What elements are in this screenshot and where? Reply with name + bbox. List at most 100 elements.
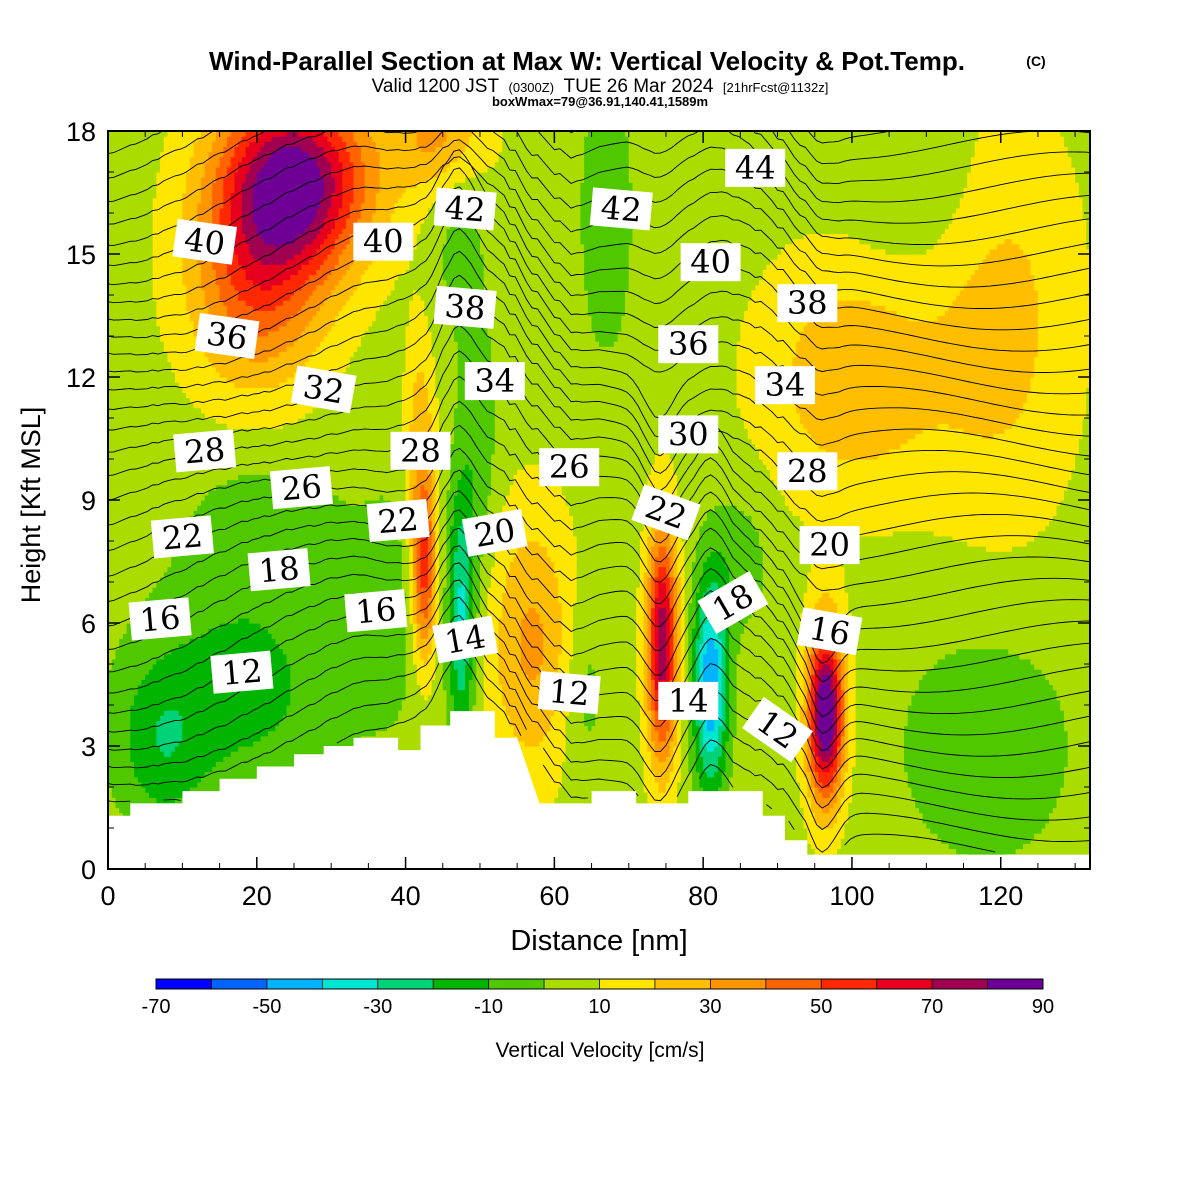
velocity-cell xyxy=(189,607,195,614)
velocity-cell xyxy=(160,494,165,501)
velocity-cell xyxy=(163,197,169,204)
velocity-cell xyxy=(137,546,143,552)
velocity-cell xyxy=(152,136,157,142)
velocity-cell xyxy=(115,766,120,773)
velocity-cell xyxy=(130,771,135,778)
velocity-cell xyxy=(204,766,210,773)
velocity-cell xyxy=(160,792,165,798)
velocity-cell xyxy=(167,289,172,296)
velocity-cell xyxy=(212,172,217,178)
velocity-cell xyxy=(141,371,146,378)
velocity-cell xyxy=(234,505,239,511)
velocity-cell xyxy=(167,315,172,322)
velocity-cell xyxy=(200,653,206,660)
velocity-cell xyxy=(126,289,131,296)
velocity-cell xyxy=(204,699,210,706)
velocity-cell xyxy=(227,387,232,393)
velocity-cell xyxy=(171,643,176,650)
velocity-cell xyxy=(126,546,131,552)
velocity-cell xyxy=(108,530,113,537)
vertical-velocity-field xyxy=(108,131,1090,869)
velocity-cell xyxy=(108,305,113,311)
velocity-cell xyxy=(108,351,113,358)
velocity-cell xyxy=(219,520,224,527)
velocity-cell xyxy=(108,377,113,383)
velocity-cell xyxy=(160,371,165,378)
velocity-cell xyxy=(145,761,150,768)
velocity-cell xyxy=(148,295,154,301)
velocity-cell xyxy=(148,443,154,450)
velocity-cell xyxy=(163,423,169,429)
velocity-cell xyxy=(126,679,131,686)
velocity-cell xyxy=(130,371,135,378)
velocity-cell xyxy=(230,571,236,578)
velocity-cell xyxy=(163,300,169,306)
velocity-cell xyxy=(119,289,124,296)
velocity-cell xyxy=(215,740,221,747)
velocity-cell xyxy=(134,305,139,311)
velocity-cell xyxy=(174,756,180,762)
velocity-cell xyxy=(108,699,113,706)
velocity-cell xyxy=(212,510,217,516)
velocity-cell xyxy=(230,305,236,311)
velocity-cell xyxy=(219,756,224,762)
velocity-cell xyxy=(130,638,135,645)
velocity-cell xyxy=(200,141,206,147)
velocity-cell xyxy=(148,433,154,440)
velocity-cell xyxy=(152,433,157,440)
velocity-cell xyxy=(148,371,154,378)
velocity-cell xyxy=(115,787,120,793)
velocity-cell xyxy=(167,412,172,419)
velocity-cell xyxy=(130,248,135,255)
velocity-cell xyxy=(108,484,113,491)
velocity-cell xyxy=(227,392,232,399)
velocity-cell xyxy=(167,771,172,778)
velocity-cell xyxy=(122,448,128,455)
velocity-cell xyxy=(134,274,139,281)
velocity-cell xyxy=(141,694,146,701)
velocity-cell xyxy=(126,433,131,440)
velocity-cell xyxy=(141,387,146,393)
velocity-cell xyxy=(145,715,150,721)
velocity-cell xyxy=(167,428,172,434)
velocity-cell xyxy=(130,535,135,542)
velocity-cell xyxy=(119,587,124,593)
velocity-cell xyxy=(115,582,120,588)
velocity-cell xyxy=(186,505,191,511)
velocity-cell xyxy=(137,766,143,773)
velocity-cell xyxy=(182,346,187,352)
velocity-cell xyxy=(223,423,228,429)
velocity-cell xyxy=(208,776,213,783)
velocity-cell xyxy=(208,756,213,762)
velocity-cell xyxy=(148,320,154,327)
velocity-cell xyxy=(174,566,180,573)
velocity-cell xyxy=(163,320,169,327)
velocity-cell xyxy=(145,546,150,552)
velocity-cell xyxy=(148,735,154,742)
velocity-cell xyxy=(134,715,139,721)
velocity-cell xyxy=(141,541,146,547)
velocity-cell xyxy=(189,371,195,378)
velocity-cell xyxy=(197,674,202,680)
velocity-cell xyxy=(134,136,139,142)
velocity-cell xyxy=(197,679,202,686)
velocity-cell xyxy=(122,392,128,399)
velocity-cell xyxy=(182,561,187,568)
velocity-cell xyxy=(212,423,217,429)
velocity-cell xyxy=(122,684,128,691)
velocity-cell xyxy=(156,587,161,593)
velocity-cell xyxy=(130,259,135,265)
velocity-cell xyxy=(148,746,154,752)
velocity-cell xyxy=(148,141,154,147)
velocity-cell xyxy=(197,213,202,219)
velocity-cell xyxy=(178,156,183,163)
velocity-cell xyxy=(223,202,228,209)
velocity-cell xyxy=(219,566,224,573)
velocity-cell xyxy=(230,556,236,563)
velocity-cell xyxy=(197,735,202,742)
velocity-cell xyxy=(182,418,187,424)
velocity-cell xyxy=(160,720,165,727)
velocity-cell xyxy=(223,566,228,573)
velocity-cell xyxy=(163,407,169,414)
velocity-cell xyxy=(182,377,187,383)
